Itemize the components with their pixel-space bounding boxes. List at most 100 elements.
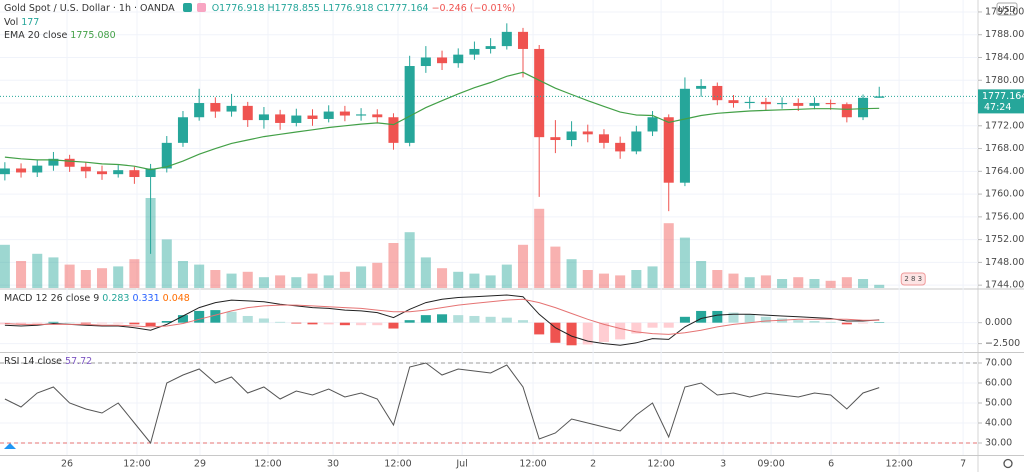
volume-bar bbox=[679, 237, 690, 288]
candle-body bbox=[388, 117, 399, 143]
candle-body bbox=[404, 66, 415, 143]
candle-body bbox=[825, 103, 836, 105]
settings-icon[interactable] bbox=[1003, 458, 1013, 469]
candle-body bbox=[534, 48, 545, 138]
candle-body bbox=[809, 103, 820, 106]
ohlc-high: H1778.855 bbox=[267, 3, 320, 14]
y-tick-label: 30.00 bbox=[985, 438, 1012, 449]
volume-bar bbox=[258, 277, 269, 288]
candle-body bbox=[712, 85, 723, 101]
candle-body bbox=[598, 134, 609, 143]
ohlc-low: L1776.918 bbox=[322, 3, 374, 14]
volume-bar bbox=[177, 261, 188, 288]
macd-histogram-bar bbox=[631, 322, 642, 334]
volume-bar bbox=[841, 277, 852, 288]
grid-layer bbox=[0, 0, 978, 455]
currency-box[interactable] bbox=[996, 2, 1018, 16]
macd-histogram-bar bbox=[113, 322, 124, 324]
ema-value: 1775.080 bbox=[70, 30, 116, 41]
macd-histogram-bar bbox=[566, 322, 577, 346]
macd-histogram-bar bbox=[32, 322, 43, 324]
candle-body bbox=[485, 46, 496, 49]
macd-histogram-bar bbox=[226, 311, 237, 323]
x-tick-label: 12:00 bbox=[647, 459, 674, 470]
y-tick-label: 50.00 bbox=[985, 398, 1012, 409]
candle-body bbox=[874, 96, 885, 98]
macd-histogram-bar bbox=[728, 312, 739, 323]
ema-legend: EMA 20 close 1775.080 bbox=[4, 30, 119, 42]
ema-line bbox=[4, 71, 880, 171]
volume-bar bbox=[323, 275, 334, 288]
candle-body bbox=[469, 48, 480, 55]
macd-histogram-bar bbox=[663, 322, 674, 328]
macd-histogram-bar bbox=[388, 322, 399, 329]
y-tick-label: 1744.000 bbox=[985, 280, 1024, 291]
volume-bar bbox=[501, 264, 512, 288]
rsi-value: 57.72 bbox=[65, 356, 93, 367]
candle-body bbox=[48, 158, 59, 166]
volume-bar bbox=[210, 270, 221, 288]
volume-bar bbox=[0, 244, 10, 288]
y-tick-label: 40.00 bbox=[985, 418, 1012, 429]
macd-histogram-bar bbox=[582, 322, 593, 345]
candle-body bbox=[258, 114, 269, 121]
volume-bar bbox=[420, 257, 431, 288]
volume-bar bbox=[80, 270, 91, 288]
candle-body bbox=[80, 166, 91, 172]
macd-histogram-bar bbox=[696, 310, 707, 323]
macd-histogram-bar bbox=[793, 320, 804, 323]
macd-line bbox=[4, 294, 880, 346]
ema-label: EMA 20 close bbox=[4, 30, 68, 41]
volume-bar bbox=[469, 273, 480, 288]
macd-label: MACD 12 26 close 9 bbox=[4, 293, 100, 304]
candle-body bbox=[242, 105, 253, 121]
macd-histogram-bar bbox=[48, 321, 59, 323]
status-badge bbox=[182, 3, 192, 12]
ohlc-open: O1776.918 bbox=[211, 3, 265, 14]
macd-legend-value: 0.048 bbox=[162, 293, 190, 304]
x-tick-label: 12:00 bbox=[519, 459, 546, 470]
last-price-label: 1777.164 bbox=[982, 91, 1024, 102]
candle-body bbox=[113, 170, 124, 175]
macd-histogram-bar bbox=[420, 315, 431, 323]
candle-body bbox=[129, 170, 140, 178]
ohlc-close: C1777.164 bbox=[376, 3, 429, 14]
macd-histogram-bar bbox=[275, 321, 286, 323]
volume-bar bbox=[453, 271, 464, 288]
volume-bar bbox=[194, 264, 205, 288]
events-badge: 2 8 3 bbox=[904, 275, 922, 283]
macd-histogram-bar bbox=[372, 322, 383, 326]
candle-body bbox=[631, 131, 642, 152]
volume-bar bbox=[663, 223, 674, 288]
candle-body bbox=[16, 168, 27, 173]
x-tick-label: 29 bbox=[194, 459, 206, 470]
candle-body bbox=[696, 85, 707, 89]
candle-body bbox=[858, 97, 869, 118]
macd-histogram-bar bbox=[712, 310, 723, 323]
volume-bar bbox=[242, 271, 253, 288]
y-tick-label: 1760.000 bbox=[985, 189, 1024, 200]
volume-bar bbox=[793, 277, 804, 288]
scroll-icon[interactable] bbox=[4, 443, 16, 449]
volume-bar bbox=[647, 266, 658, 288]
candle-body bbox=[647, 117, 658, 132]
volume-bar bbox=[598, 273, 609, 288]
signal-line bbox=[4, 298, 880, 335]
volume-bar bbox=[291, 277, 302, 288]
candle-body bbox=[663, 117, 674, 183]
candle-body bbox=[517, 31, 529, 49]
macd-histogram-bar bbox=[194, 310, 205, 323]
macd-histogram-bar bbox=[404, 320, 415, 323]
volume-value: 177 bbox=[21, 17, 40, 28]
macd-histogram-bar bbox=[177, 315, 188, 323]
volume-bar bbox=[631, 270, 642, 288]
macd-legend-value: 0.331 bbox=[132, 293, 160, 304]
candle-body bbox=[356, 114, 367, 116]
macd-histogram-bar bbox=[339, 322, 350, 326]
candle-body bbox=[777, 103, 788, 105]
volume-bar bbox=[16, 261, 27, 288]
volume-bar bbox=[226, 273, 237, 288]
